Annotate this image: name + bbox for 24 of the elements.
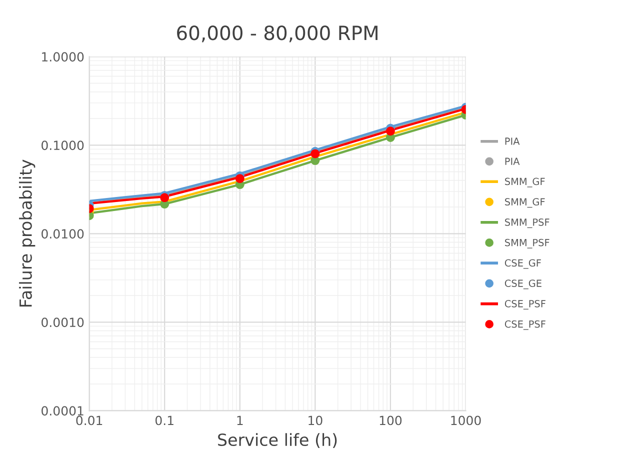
legend-label: SMM_GF [505, 198, 545, 208]
legend-label: SMM_PSF [505, 238, 550, 248]
legend-label: CSE_GE [504, 280, 542, 290]
x-tick-label: 0.1 [155, 416, 174, 426]
x-axis-title: Service life (h) [218, 433, 337, 448]
legend-label: SMM_GF [505, 178, 545, 188]
y-tick-label: 1.0000 [42, 52, 84, 62]
y-tick-label: 0.1000 [42, 140, 84, 150]
legend-label: PIA [505, 138, 520, 145]
chart-title: 60,000 - 80,000 RPM [177, 26, 378, 42]
x-tick-label: 0.01 [76, 416, 102, 426]
legend-label: CSE_PSF [504, 320, 546, 330]
y-tick-label: 0.0001 [42, 406, 84, 416]
x-tick-label: 1 [237, 416, 243, 425]
legend-label: CSE_GF [504, 259, 541, 269]
y-tick-label: 0.0010 [42, 318, 84, 328]
y-tick-label: 0.0100 [42, 229, 84, 239]
x-tick-label: 1000 [451, 416, 481, 426]
legend-label: CSE_PSF [504, 300, 546, 310]
x-tick-label: 10 [308, 416, 322, 426]
x-tick-label: 100 [380, 416, 402, 426]
y-axis-title: Failure probability [19, 160, 36, 307]
legend-label: SMM_PSF [505, 218, 550, 228]
legend-label: PIA [505, 158, 520, 165]
